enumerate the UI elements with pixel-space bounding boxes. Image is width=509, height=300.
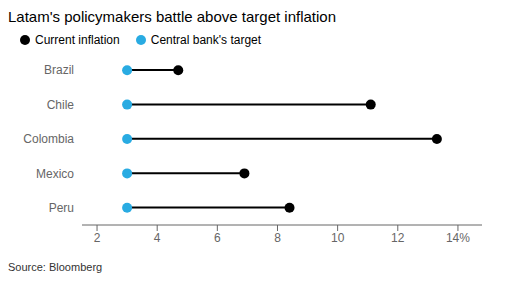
svg-text:12: 12 — [391, 231, 405, 245]
html-text:Central bank's target: Central bank's target — [150, 33, 262, 47]
html-text:Current inflation: Current inflation — [35, 33, 120, 47]
svg-text:Colombia: Colombia — [23, 132, 74, 146]
svg-text:6: 6 — [214, 231, 221, 245]
svg-text:Peru: Peru — [49, 201, 74, 215]
svg-text:8: 8 — [274, 231, 281, 245]
svg-text:Mexico: Mexico — [36, 167, 74, 181]
svg-text:Brazil: Brazil — [44, 63, 74, 77]
svg-text:2: 2 — [94, 231, 101, 245]
html-text:Source: Bloomberg: Source: Bloomberg — [8, 261, 103, 273]
svg-text:10: 10 — [331, 231, 345, 245]
html-text:Latam's policymakers battle ab: Latam's policymakers battle above target… — [8, 8, 336, 25]
svg-text:Chile: Chile — [47, 98, 75, 112]
svg-text:4: 4 — [154, 231, 161, 245]
svg-text:14%: 14% — [446, 231, 470, 245]
